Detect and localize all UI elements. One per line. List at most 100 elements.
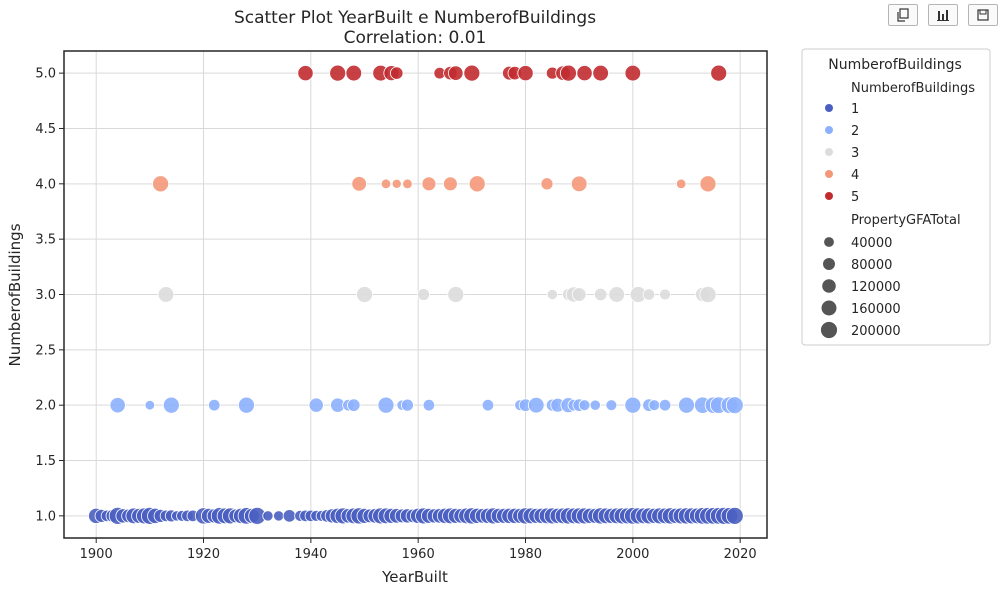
legend: NumberofBuildings NumberofBuildings 1 2 3 4… (801, 48, 991, 346)
bar-chart-icon (937, 10, 949, 21)
data-point (710, 64, 728, 82)
legend-swatch (825, 126, 833, 134)
y-tick-label: 2.0 (35, 399, 56, 414)
data-point (589, 399, 601, 411)
x-axis-ticks: 1900 1920 1940 1960 1980 2000 2020 (80, 538, 757, 562)
data-point (282, 509, 297, 523)
legend-size-swatch (820, 321, 838, 339)
data-point (608, 286, 626, 303)
data-point (347, 398, 361, 412)
legend-size-label: 80000 (851, 258, 892, 273)
x-tick-label: 1940 (294, 547, 327, 562)
series-3 (157, 285, 717, 304)
data-point (238, 396, 255, 414)
data-point (402, 178, 413, 190)
x-tick-label: 1900 (80, 547, 113, 562)
y-axis-label: NumberofBuildings (6, 223, 24, 366)
legend-size-swatch (824, 237, 834, 247)
x-tick-label: 1960 (402, 547, 435, 562)
data-point (593, 287, 608, 302)
data-point (605, 399, 618, 412)
data-point (401, 398, 414, 412)
data-point (308, 397, 324, 413)
legend-swatch (825, 104, 833, 112)
data-point (273, 510, 285, 522)
data-point (297, 65, 314, 82)
legend-label: 4 (851, 168, 859, 183)
y-tick-label: 1.0 (35, 509, 56, 524)
data-point (560, 64, 577, 82)
data-point (481, 398, 495, 412)
data-point (576, 65, 593, 82)
data-point (162, 396, 180, 414)
y-tick-label: 3.0 (35, 288, 56, 303)
data-point (624, 64, 642, 82)
legend-label: 3 (851, 146, 859, 161)
legend-size-swatch (821, 300, 837, 316)
legend-frame (801, 48, 991, 346)
data-point (208, 398, 221, 412)
data-point (678, 396, 695, 414)
data-point (570, 175, 588, 193)
data-point (391, 178, 402, 189)
data-point (642, 288, 656, 301)
data-point (725, 396, 744, 415)
data-point (659, 288, 671, 301)
legend-size-swatch (822, 279, 836, 293)
data-point (517, 65, 534, 82)
data-point (390, 66, 404, 80)
data-point (658, 398, 672, 412)
data-point (463, 64, 481, 82)
data-point (725, 506, 744, 525)
x-axis-label: YearBuilt (381, 568, 448, 586)
legend-size-label: 120000 (851, 280, 901, 295)
bar-chart-button[interactable] (928, 4, 958, 26)
legend-hue-title: NumberofBuildings (851, 81, 975, 96)
data-point (421, 176, 437, 192)
series-5 (297, 64, 728, 82)
legend-title: NumberofBuildings (828, 57, 962, 73)
data-point (345, 64, 363, 82)
y-tick-label: 2.5 (35, 343, 56, 358)
data-point (157, 286, 175, 303)
data-point (351, 176, 367, 192)
data-point (329, 64, 347, 82)
save-icon (977, 9, 989, 21)
legend-label: 5 (851, 190, 859, 205)
legend-label: 1 (851, 102, 859, 117)
data-points (88, 64, 744, 525)
data-point (443, 176, 458, 192)
data-point (624, 396, 642, 414)
chart-title: Scatter Plot YearBuilt e NumberofBuildin… (234, 8, 596, 28)
legend-size-label: 160000 (851, 302, 901, 317)
legend-label: 2 (851, 124, 859, 139)
data-point (540, 177, 554, 191)
legend-size-label: 200000 (851, 324, 901, 339)
data-point (377, 396, 395, 414)
data-point (152, 175, 170, 193)
legend-swatch (825, 192, 833, 200)
data-point (422, 398, 436, 412)
data-point (417, 288, 430, 301)
legend-size-title: PropertyGFATotal (851, 213, 961, 228)
data-point (448, 65, 464, 81)
y-tick-label: 4.5 (35, 122, 56, 137)
data-point (380, 178, 392, 190)
y-tick-label: 4.0 (35, 177, 56, 192)
legend-swatch (825, 170, 833, 178)
save-button[interactable] (968, 4, 998, 26)
legend-swatch (825, 148, 833, 156)
data-point (675, 178, 687, 190)
data-point (578, 399, 591, 412)
data-point (571, 287, 587, 302)
data-point (144, 399, 156, 411)
data-point (546, 288, 558, 301)
legend-size-swatch (823, 258, 835, 270)
series-1 (88, 506, 744, 525)
data-point (356, 286, 373, 303)
copy-button[interactable] (888, 4, 918, 26)
y-tick-label: 3.5 (35, 233, 56, 248)
legend-size-label: 40000 (851, 236, 892, 251)
series-4 (152, 175, 717, 193)
